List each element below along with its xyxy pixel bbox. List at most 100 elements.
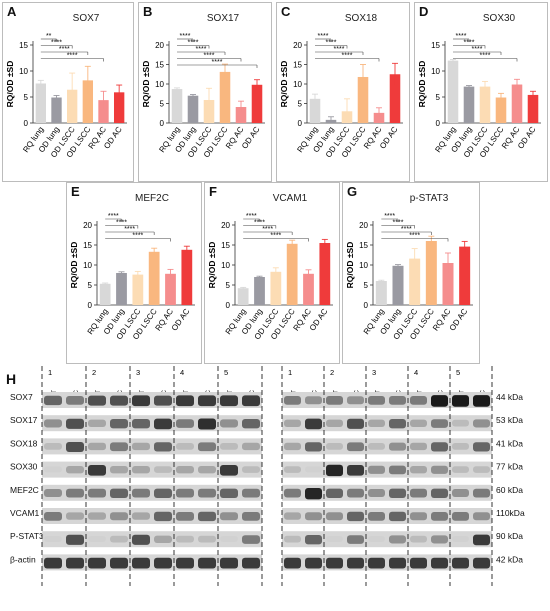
blot-band bbox=[198, 418, 216, 430]
blot-band bbox=[347, 557, 364, 569]
significance-label: **** bbox=[188, 40, 199, 47]
blot-pair-number: 4 bbox=[414, 368, 418, 377]
blot-band bbox=[326, 419, 343, 427]
blot-band bbox=[389, 465, 406, 475]
bar bbox=[389, 74, 401, 123]
y-tick-label: 10 bbox=[293, 80, 302, 89]
significance-label: **** bbox=[116, 220, 127, 227]
blot-row-label: VCAM1 bbox=[10, 508, 40, 518]
blot-band bbox=[368, 443, 385, 450]
blot-band bbox=[473, 512, 490, 521]
significance-label: **** bbox=[326, 40, 337, 47]
blot-band bbox=[305, 535, 322, 545]
blot-band bbox=[473, 466, 490, 473]
blot-band bbox=[347, 465, 364, 476]
blot-band bbox=[176, 395, 194, 407]
blot-band bbox=[176, 443, 194, 450]
panel-letter-f: F bbox=[209, 184, 217, 199]
bar bbox=[171, 89, 183, 123]
blot-band bbox=[220, 488, 238, 498]
y-tick-label: 15 bbox=[221, 241, 230, 250]
blot-band bbox=[44, 489, 62, 498]
significance-label: **** bbox=[401, 226, 412, 233]
blot-band bbox=[242, 512, 260, 521]
chart-title: SOX7 bbox=[73, 13, 100, 24]
blot-band bbox=[410, 396, 427, 405]
bar bbox=[35, 83, 47, 123]
blot-band bbox=[368, 465, 385, 474]
bar bbox=[357, 76, 369, 123]
blot-band bbox=[242, 442, 260, 451]
significance-label: **** bbox=[124, 226, 135, 233]
blot-band bbox=[431, 488, 448, 498]
blot-band bbox=[326, 536, 343, 543]
blot-kda-label: 90 kDa bbox=[496, 531, 523, 541]
blot-band bbox=[368, 536, 385, 543]
blot-band bbox=[198, 511, 216, 522]
blot-band bbox=[389, 557, 406, 569]
blot-band bbox=[473, 488, 490, 498]
significance-label: **** bbox=[59, 46, 70, 53]
blot-pair-number: 5 bbox=[224, 368, 228, 377]
significance-label: **** bbox=[456, 33, 467, 40]
blot-band bbox=[220, 395, 238, 407]
bar bbox=[303, 273, 314, 305]
blot-band bbox=[220, 557, 238, 569]
blot-band bbox=[88, 488, 106, 498]
bar bbox=[442, 263, 454, 305]
y-tick-label: 10 bbox=[431, 67, 440, 76]
y-tick-label: 0 bbox=[160, 119, 165, 128]
blot-band bbox=[452, 512, 469, 521]
blot-band bbox=[88, 536, 106, 543]
blot-band bbox=[326, 557, 343, 569]
panel-letter-c: C bbox=[281, 4, 291, 19]
significance-label: **** bbox=[67, 53, 78, 60]
bar bbox=[447, 60, 459, 123]
blot-band bbox=[326, 464, 343, 477]
y-tick-label: 0 bbox=[88, 301, 93, 310]
blot-pair-number: 1 bbox=[288, 368, 292, 377]
blot-row-label: MEF2C bbox=[10, 485, 39, 495]
blot-pair-number: 2 bbox=[92, 368, 96, 377]
y-tick-label: 10 bbox=[359, 261, 368, 270]
bar bbox=[51, 97, 62, 123]
significance-label: **** bbox=[464, 40, 475, 47]
panel-letter-h: H bbox=[6, 371, 17, 387]
blot-band bbox=[110, 535, 128, 543]
y-tick-label: 10 bbox=[83, 261, 92, 270]
blot-band bbox=[410, 557, 427, 569]
y-tick-label: 0 bbox=[24, 119, 29, 128]
blot-band bbox=[431, 419, 448, 428]
blot-band bbox=[110, 466, 128, 474]
western-blot-panel: SOX7 44 kDa SOX17 53 kDa SOX18 41 kDa SOX30 77 … bbox=[0, 366, 550, 606]
y-tick-label: 5 bbox=[226, 281, 231, 290]
y-axis-label: RQ/OD ±SD bbox=[345, 242, 355, 289]
chart-panel-c: C SOX18 RQ/OD ±SD 0 5 10 15 20 RQ lung OD lung OD… bbox=[276, 2, 410, 182]
blot-pair-number: 3 bbox=[372, 368, 376, 377]
blot-band bbox=[431, 557, 448, 569]
blot-band bbox=[44, 557, 62, 569]
blot-band bbox=[132, 557, 150, 569]
blot-kda-label: 110kDa bbox=[496, 508, 525, 518]
chart-panel-d: D SOX30 RQ/OD ±SD 0 5 10 15 RQ lung OD lung OD L… bbox=[414, 2, 548, 182]
blot-band bbox=[66, 488, 84, 498]
y-tick-label: 10 bbox=[221, 261, 230, 270]
blot-kda-label: 42 kDa bbox=[496, 554, 523, 564]
y-tick-label: 20 bbox=[83, 221, 92, 230]
y-tick-label: 5 bbox=[298, 100, 303, 109]
blot-band bbox=[220, 443, 238, 450]
blot-band bbox=[452, 443, 469, 450]
panel-letter-d: D bbox=[419, 4, 429, 19]
bar bbox=[219, 71, 231, 123]
blot-band bbox=[132, 534, 150, 545]
y-tick-label: 15 bbox=[359, 241, 368, 250]
bar bbox=[132, 274, 144, 305]
y-tick-label: 15 bbox=[293, 61, 302, 70]
significance-label: **** bbox=[342, 53, 353, 60]
y-tick-label: 0 bbox=[226, 301, 231, 310]
blot-band bbox=[452, 557, 469, 569]
blot-band bbox=[198, 557, 216, 569]
